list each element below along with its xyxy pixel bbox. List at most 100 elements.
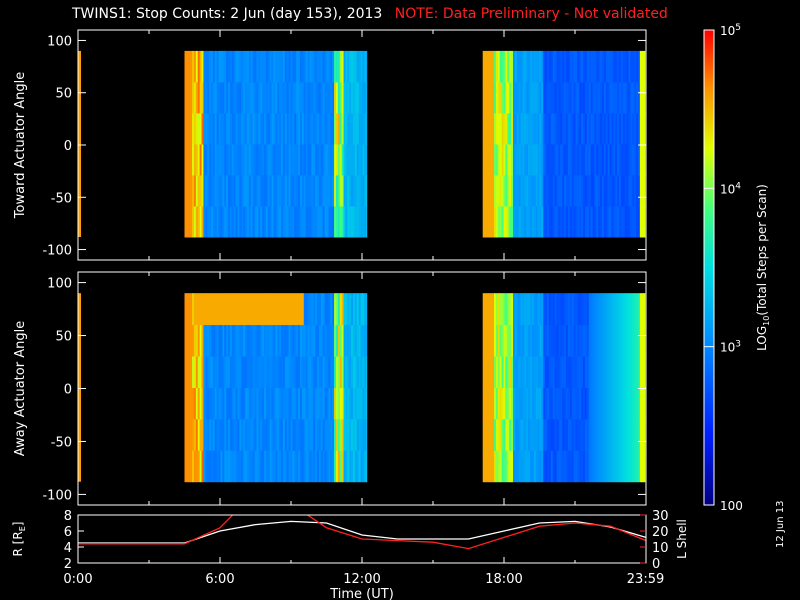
heatmap-cell: [320, 356, 324, 388]
heatmap-cell: [216, 174, 220, 207]
heatmap-cell: [243, 324, 246, 357]
heatmap-cell: [622, 205, 626, 238]
heatmap-cell: [341, 205, 345, 238]
heatmap-cell: [520, 174, 523, 207]
heatmap-cell: [509, 112, 512, 145]
heatmap-cell: [335, 418, 339, 451]
heatmap-cell: [233, 356, 237, 388]
heatmap-cell: [250, 81, 254, 114]
heatmap-cell: [509, 205, 512, 238]
heatmap-cell: [624, 174, 628, 207]
heatmap-cell: [229, 356, 233, 388]
heatmap-cell: [192, 81, 195, 114]
heatmap-cell: [324, 450, 327, 483]
heatmap-cell: [497, 324, 501, 357]
heatmap-cell: [360, 418, 363, 451]
heatmap-cell: [269, 293, 273, 326]
heatmap-cell: [482, 450, 486, 483]
heatmap-cell: [535, 356, 539, 388]
heatmap-cell: [190, 205, 193, 238]
heatmap-cell: [235, 293, 239, 326]
heatmap-cell: [600, 418, 603, 451]
heatmap-cell: [256, 293, 259, 326]
heatmap-cell: [575, 293, 578, 326]
heatmap-cell: [301, 450, 305, 483]
heatmap-cell: [575, 450, 578, 483]
heatmap-cell: [205, 293, 208, 326]
heatmap-cell: [554, 418, 558, 451]
heatmap-cell: [518, 293, 522, 326]
heatmap-cell: [341, 324, 345, 357]
heatmap-cell: [584, 174, 588, 207]
heatmap-cell: [626, 450, 629, 483]
heatmap-cell: [362, 112, 365, 145]
heatmap-cell: [601, 50, 605, 83]
heatmap-cell: [305, 387, 309, 420]
heatmap-cell: [622, 418, 626, 451]
heatmap-cell: [518, 112, 522, 145]
heatmap-cell: [345, 174, 348, 207]
heatmap-cell: [246, 418, 250, 451]
heatmap-cell: [201, 50, 204, 83]
heatmap-cell: [271, 450, 274, 483]
heatmap-cell: [586, 324, 590, 357]
heatmap-cell: [305, 450, 309, 483]
heatmap-cell: [216, 143, 220, 176]
heatmap-cell: [235, 50, 239, 83]
heatmap-cell: [560, 356, 563, 388]
heatmap-cell: [282, 205, 286, 238]
heatmap-cell: [324, 143, 327, 176]
heatmap-cell: [245, 50, 248, 83]
heatmap-cell: [634, 81, 637, 114]
heatmap-cell: [186, 50, 189, 83]
heatmap-cell: [332, 174, 335, 207]
heatmap-cell: [353, 174, 356, 207]
heatmap-cell: [288, 112, 292, 145]
heatmap-cell: [617, 418, 620, 451]
heatmap-cell: [550, 50, 554, 83]
heatmap-cell: [324, 112, 327, 145]
heatmap-cell: [607, 324, 611, 357]
heatmap-cell: [228, 174, 231, 207]
heatmap-cell: [351, 112, 354, 145]
heatmap-cell: [239, 81, 242, 114]
heatmap-cell: [347, 387, 350, 420]
heatmap-cell: [503, 324, 506, 357]
heatmap-cell: [211, 387, 214, 420]
heatmap-cell: [603, 450, 607, 483]
heatmap-cell: [245, 174, 248, 207]
heatmap-cell: [609, 356, 612, 388]
heatmap-cell: [607, 356, 611, 388]
heatmap-cell: [639, 50, 643, 83]
heatmap-cell: [298, 356, 301, 388]
heatmap-cell: [617, 174, 620, 207]
heatmap-cell: [528, 205, 531, 238]
heatmap-cell: [636, 324, 639, 357]
heatmap-cell: [495, 50, 499, 83]
heatmap-cell: [528, 293, 531, 326]
heatmap-cell: [277, 387, 280, 420]
heatmap-cell: [328, 81, 331, 114]
heatmap-cell: [290, 81, 293, 114]
heatmap-cell: [353, 324, 356, 357]
heatmap-cell: [305, 293, 309, 326]
heatmap-cell: [315, 356, 318, 388]
heatmap-cell: [193, 387, 197, 420]
heatmap-cell: [301, 205, 305, 238]
heatmap-cell: [190, 174, 193, 207]
heatmap-cell: [562, 205, 565, 238]
heatmap-cell: [233, 387, 237, 420]
heatmap-cell: [330, 81, 333, 114]
heatmap-cell: [600, 205, 603, 238]
heatmap-cell: [567, 81, 571, 114]
heatmap-cell: [222, 143, 225, 176]
heatmap-cell: [503, 112, 506, 145]
heatmap-cell: [233, 418, 237, 451]
heatmap-cell: [615, 356, 618, 388]
heatmap-cell: [254, 387, 257, 420]
heatmap-cell: [335, 324, 339, 357]
heatmap-cell: [209, 112, 212, 145]
heatmap-cell: [626, 143, 629, 176]
heatmap-cell: [488, 205, 491, 238]
